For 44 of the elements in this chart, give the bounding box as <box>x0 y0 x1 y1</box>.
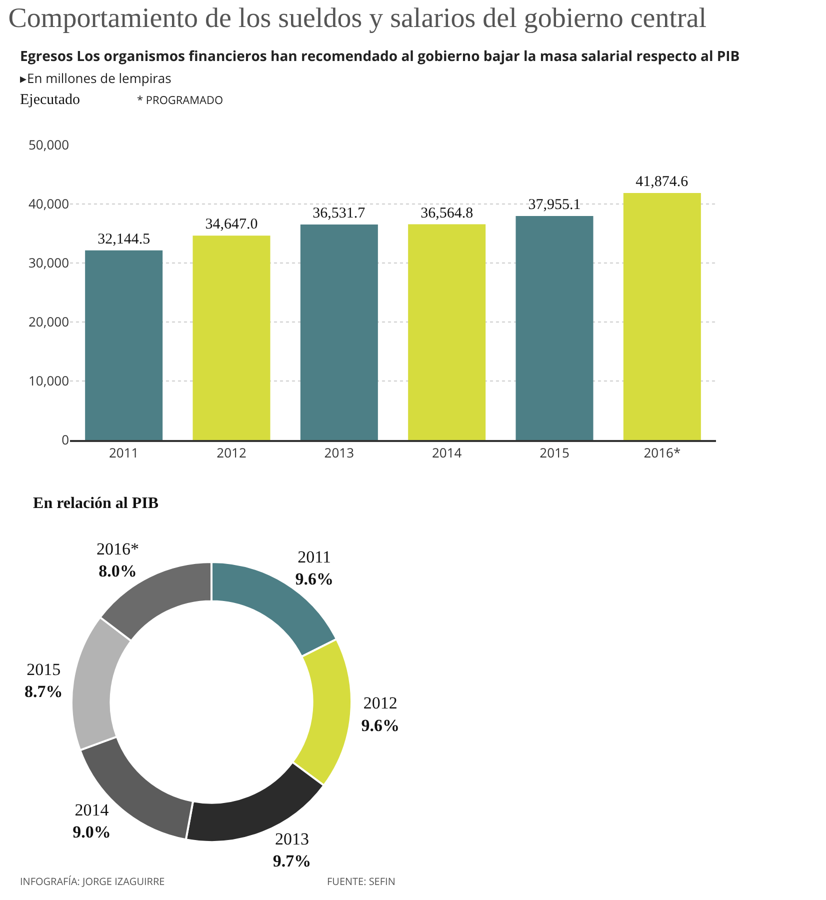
text: * PROGRAMADO <box>137 93 224 108</box>
text: Ejecutado <box>20 92 80 108</box>
bar <box>623 192 701 440</box>
data-label: 9.0% <box>72 822 111 842</box>
data-label: 8.0% <box>98 562 137 581</box>
slice-label: 2011 <box>298 547 332 566</box>
chart-title: Comportamiento de los sueldos y salarios del gobierno central <box>8 2 707 34</box>
y-tick-label: 0 <box>62 430 69 449</box>
slice-label: 2015 <box>26 660 61 680</box>
y-tick-label: 10,000 <box>28 372 69 390</box>
chart-title: En relación al PIB <box>33 495 159 512</box>
x-tick-label: 2015 <box>540 444 570 462</box>
slice-label: 2014 <box>74 800 110 820</box>
slice-label: 2013 <box>275 830 310 849</box>
slice-label: 2016* <box>96 540 140 559</box>
bar <box>85 250 163 440</box>
y-tick-label: 20,000 <box>28 312 69 331</box>
chart-subtitle: Egresos Los organismos financieros han recomendado al gobierno bajar la masa salarial respecto al PIB <box>20 47 740 66</box>
bar <box>192 236 270 440</box>
data-label: 36,531.7 <box>312 205 366 222</box>
x-tick-label: 2013 <box>324 444 354 462</box>
text: INFOGRAFÍA: JORGE IZAGUIRRE <box>20 874 165 888</box>
y-tick-label: 50,000 <box>28 136 69 154</box>
data-label: 9.6% <box>361 716 400 735</box>
text: ▸En millones de lempiras <box>20 69 172 87</box>
data-label: 9.6% <box>295 569 334 588</box>
x-tick-label: 2011 <box>108 444 139 462</box>
bar <box>300 224 378 440</box>
source-note: FUENTE: SEFIN <box>327 874 396 888</box>
data-label: 8.7% <box>24 682 63 702</box>
bar <box>408 224 486 440</box>
y-tick-label: 30,000 <box>28 254 69 272</box>
data-label: 9.7% <box>272 852 312 871</box>
y-tick-label: 40,000 <box>28 194 69 213</box>
x-tick-label: 2016* <box>644 444 681 462</box>
data-label: 41,874.6 <box>636 174 689 190</box>
data-label: 32,144.5 <box>98 231 150 248</box>
slice-label: 2012 <box>363 694 398 713</box>
x-tick-label: 2012 <box>216 444 246 462</box>
data-label: 37,955.1 <box>528 197 581 214</box>
x-tick-label: 2014 <box>432 444 462 462</box>
bar <box>516 216 594 440</box>
data-label: 34,647.0 <box>205 216 258 233</box>
data-label: 36,564.8 <box>420 205 474 222</box>
